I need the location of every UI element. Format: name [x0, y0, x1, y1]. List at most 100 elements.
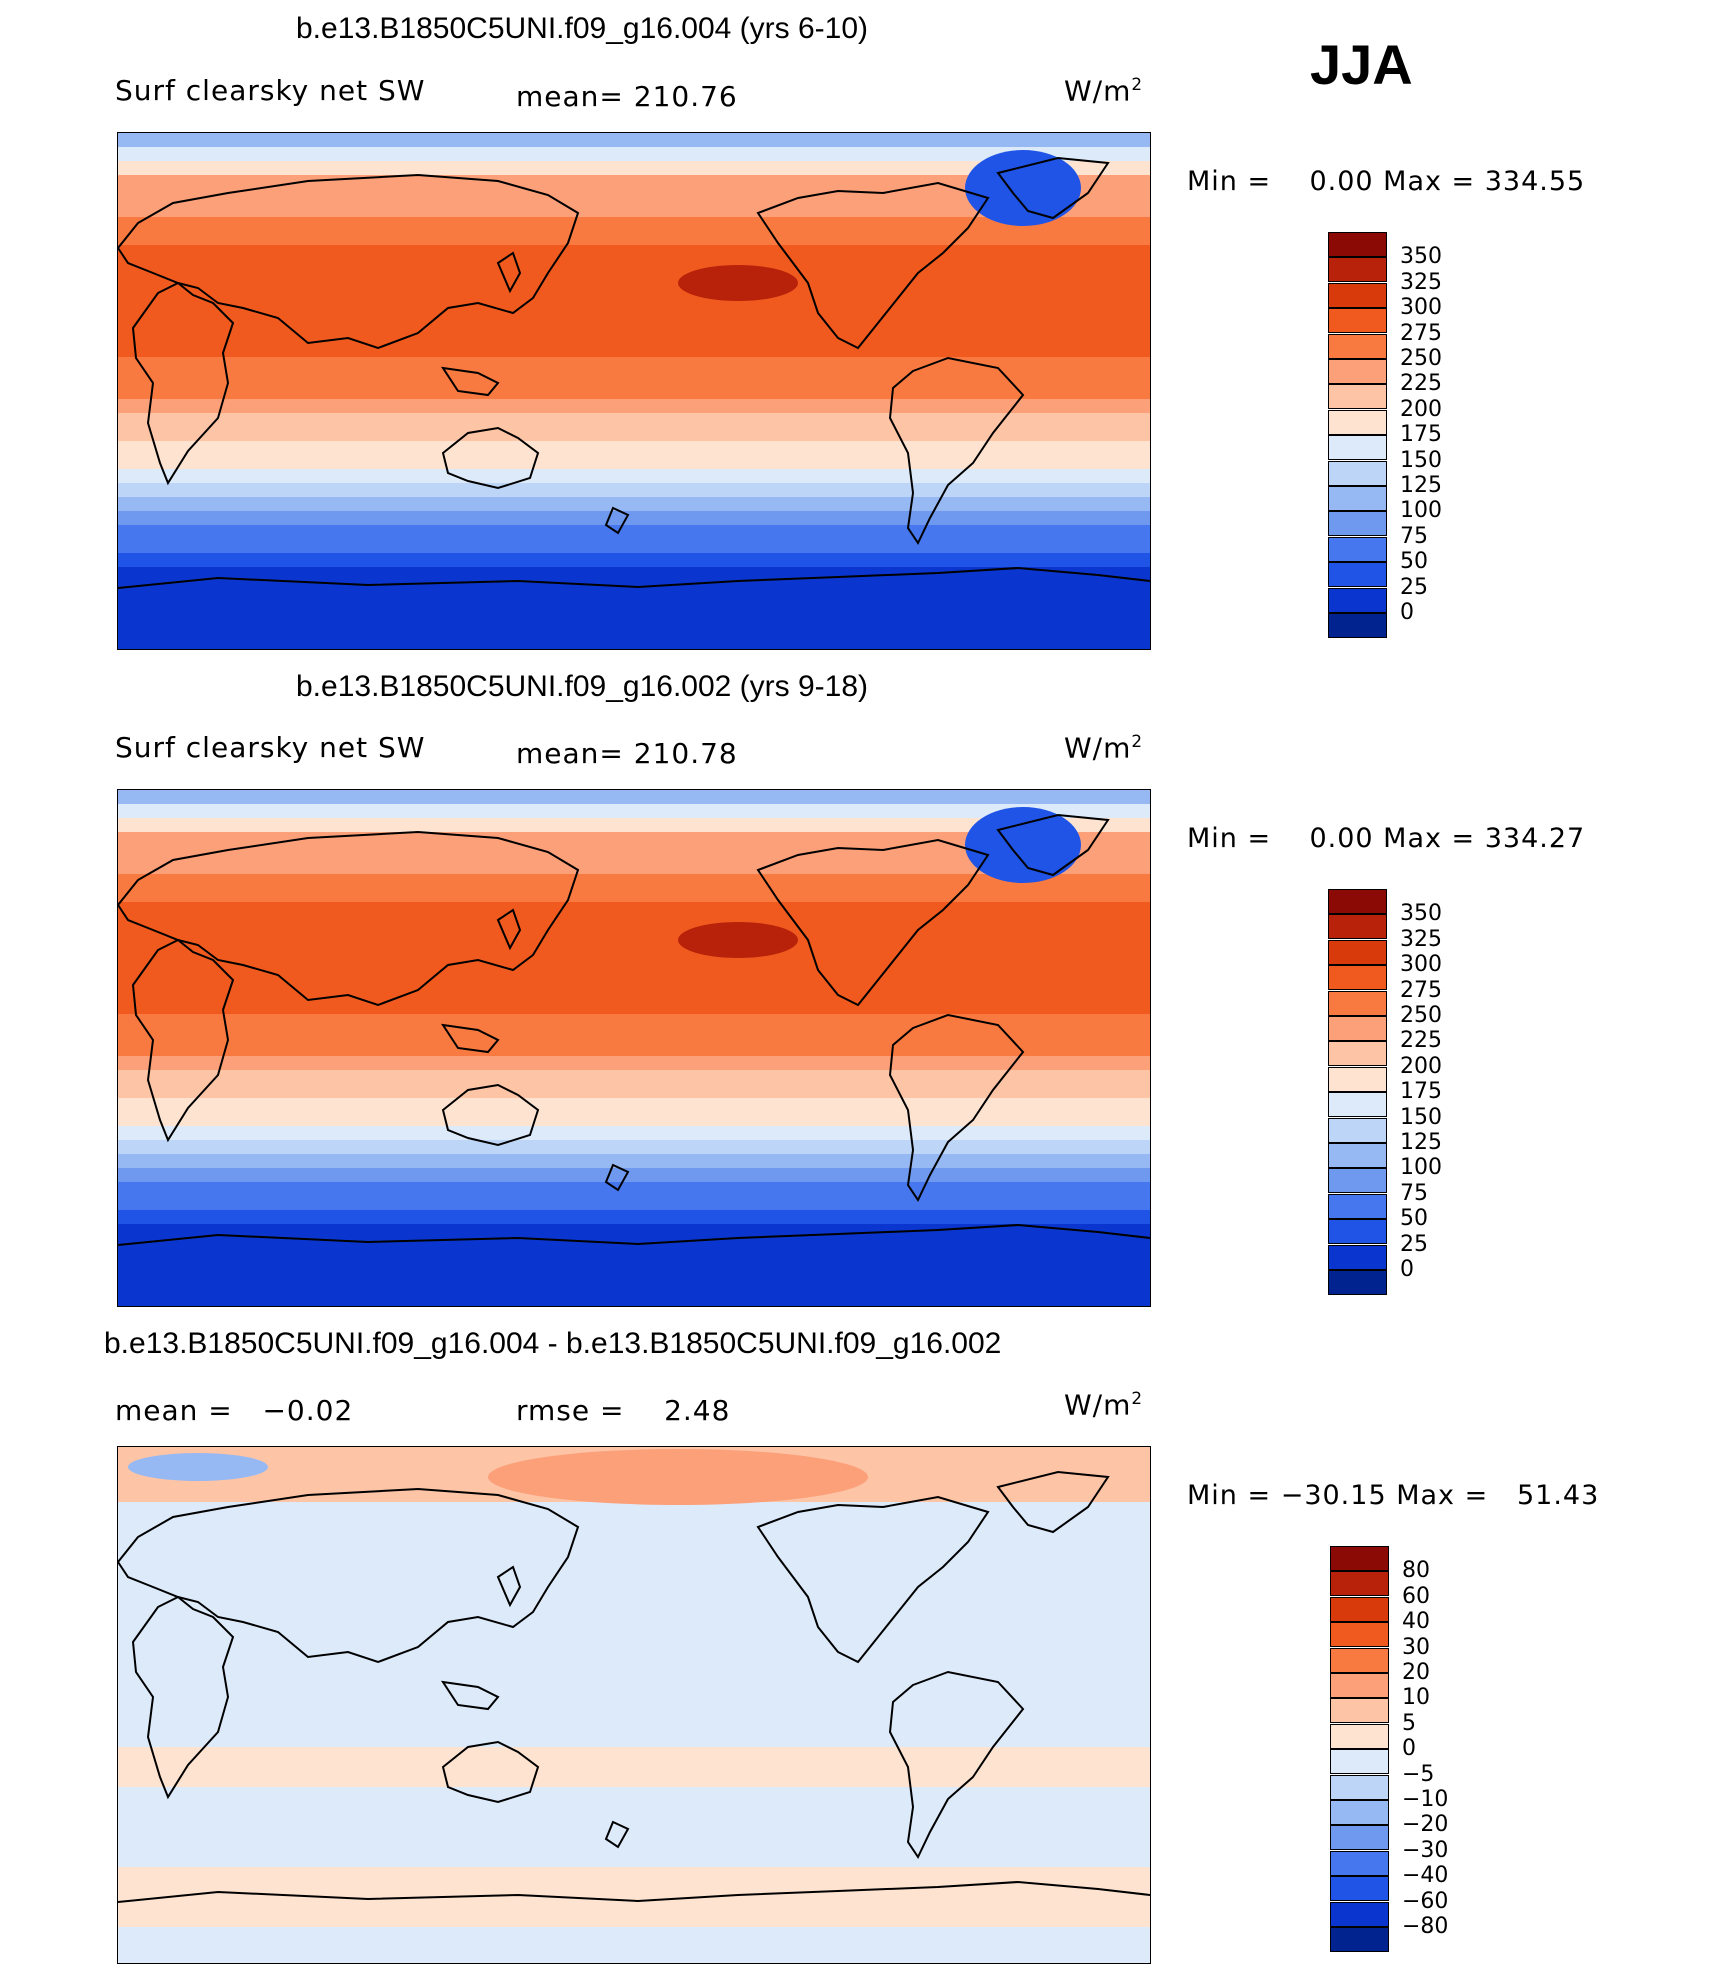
colorbar-tick-label: 300: [1400, 952, 1442, 978]
field-band: [118, 497, 1150, 512]
coastline: [604, 1163, 630, 1192]
coastline: [118, 1223, 1150, 1246]
field-band: [118, 1168, 1150, 1183]
coastline: [441, 426, 540, 490]
panel-title: b.e13.B1850C5UNI.f09_g16.004 (yrs 6-10): [296, 12, 869, 45]
field-band: [118, 357, 1150, 372]
field-band: [118, 147, 1150, 162]
coastline: [888, 1013, 1025, 1203]
colorbar-tick-label: 50: [1400, 1206, 1428, 1232]
field-band: [118, 972, 1150, 987]
field-band: [118, 413, 1150, 428]
colorbar-swatch: [1328, 562, 1387, 588]
colorbar-tick-label: 60: [1402, 1583, 1430, 1609]
colorbar-swatch: [1328, 1193, 1387, 1219]
coastline: [996, 1470, 1110, 1534]
coastline: [441, 1083, 540, 1147]
field-band: [118, 175, 1150, 190]
colorbar-swatch: [1328, 1270, 1387, 1295]
colorbar-tick-label: 200: [1400, 1053, 1442, 1079]
max-patch: [678, 265, 798, 301]
coastline: [131, 938, 235, 1143]
colorbar-swatch: [1330, 1825, 1389, 1851]
colorbar-tick-label: −5: [1402, 1761, 1435, 1787]
mean-label: mean= 210.78: [516, 737, 738, 770]
colorbar-swatch: [1328, 1117, 1387, 1143]
field-band: [118, 427, 1150, 442]
field-band: [118, 539, 1150, 554]
minmax-label: Min = −30.15 Max = 51.43: [1187, 1480, 1600, 1511]
colorbar-tick-label: 150: [1400, 447, 1442, 473]
colorbar-swatch: [1328, 1092, 1387, 1118]
colorbar-tick-label: 250: [1400, 346, 1442, 371]
sw-abs-map-1: [118, 133, 1150, 649]
field-band: [118, 888, 1150, 903]
colorbar-tick-label: −60: [1402, 1888, 1449, 1914]
colorbar-swatch: [1328, 1066, 1387, 1092]
field-band: [118, 986, 1150, 1001]
coastline: [756, 181, 990, 350]
field-band: [118, 567, 1150, 582]
colorbar-tick-label: −10: [1402, 1787, 1449, 1812]
field-band: [118, 1252, 1150, 1267]
minmax-label: Min = 0.00 Max = 334.27: [1187, 823, 1586, 854]
variable-label: Surf clearsky net SW: [115, 731, 426, 764]
colorbar-tick-label: 0: [1400, 600, 1414, 625]
field-band: [118, 860, 1150, 875]
coastline: [118, 173, 580, 350]
colorbar-tick-label: 0: [1402, 1736, 1416, 1762]
colorbar-tick-label: 150: [1400, 1104, 1442, 1130]
colorbar-swatch: [1328, 939, 1387, 965]
colorbar-tick-label: −30: [1402, 1837, 1449, 1863]
field-band: [118, 958, 1150, 973]
colorbar-tick-label: 350: [1400, 901, 1442, 927]
sw-abs-map-2: [118, 790, 1150, 1306]
field-band: [118, 1280, 1150, 1295]
sw-diff-map: [118, 1447, 1150, 1963]
colorbar-swatch: [1328, 486, 1387, 511]
colorbar-tick-label: 225: [1400, 1028, 1442, 1054]
colorbar-swatch: [1328, 1041, 1387, 1067]
field-band: [118, 189, 1150, 204]
colorbar-swatch: [1328, 914, 1387, 940]
colorbar-swatch: [1328, 257, 1387, 283]
mean-label: mean= 210.76: [516, 80, 738, 113]
field-band: [118, 245, 1150, 260]
field-band: [118, 1056, 1150, 1071]
greenland-patch: [965, 807, 1081, 883]
colorbar-tick-label: 350: [1400, 244, 1442, 270]
field-band: [118, 1084, 1150, 1099]
colorbar-swatch: [1330, 1927, 1389, 1952]
field-band: [118, 329, 1150, 344]
field-band: [118, 217, 1150, 232]
coastline: [118, 830, 580, 1007]
max-patch: [678, 922, 798, 958]
field-band: [118, 1154, 1150, 1169]
colorbar-tick-label: 20: [1402, 1660, 1430, 1685]
field-band: [118, 874, 1150, 889]
field-band: [118, 553, 1150, 568]
colorbar-swatch: [1328, 435, 1387, 461]
colorbar-tick-label: 200: [1400, 396, 1442, 422]
coastline: [888, 356, 1025, 546]
field-band: [118, 944, 1150, 959]
field-band: [118, 315, 1150, 330]
field-band: [118, 1224, 1150, 1239]
colorbar-tick-label: 5: [1402, 1710, 1416, 1736]
coastline: [604, 1820, 630, 1849]
colorbar-tick-label: 0: [1400, 1257, 1414, 1282]
field-band: [118, 1000, 1150, 1015]
colorbar-tick-label: 225: [1400, 371, 1442, 397]
colorbar-swatch: [1328, 460, 1387, 486]
colorbar-swatch: [1328, 1244, 1387, 1270]
coastline: [118, 1880, 1150, 1903]
field-band: [118, 623, 1150, 638]
colorbar-tick-label: 40: [1402, 1609, 1430, 1635]
field-band: [118, 273, 1150, 288]
field-band: [118, 846, 1150, 861]
greenland-patch: [965, 150, 1081, 226]
coastline: [888, 1670, 1025, 1860]
field-band: [118, 483, 1150, 498]
colorbar-tick-label: 325: [1400, 269, 1442, 295]
colorbar-swatch: [1328, 1143, 1387, 1168]
